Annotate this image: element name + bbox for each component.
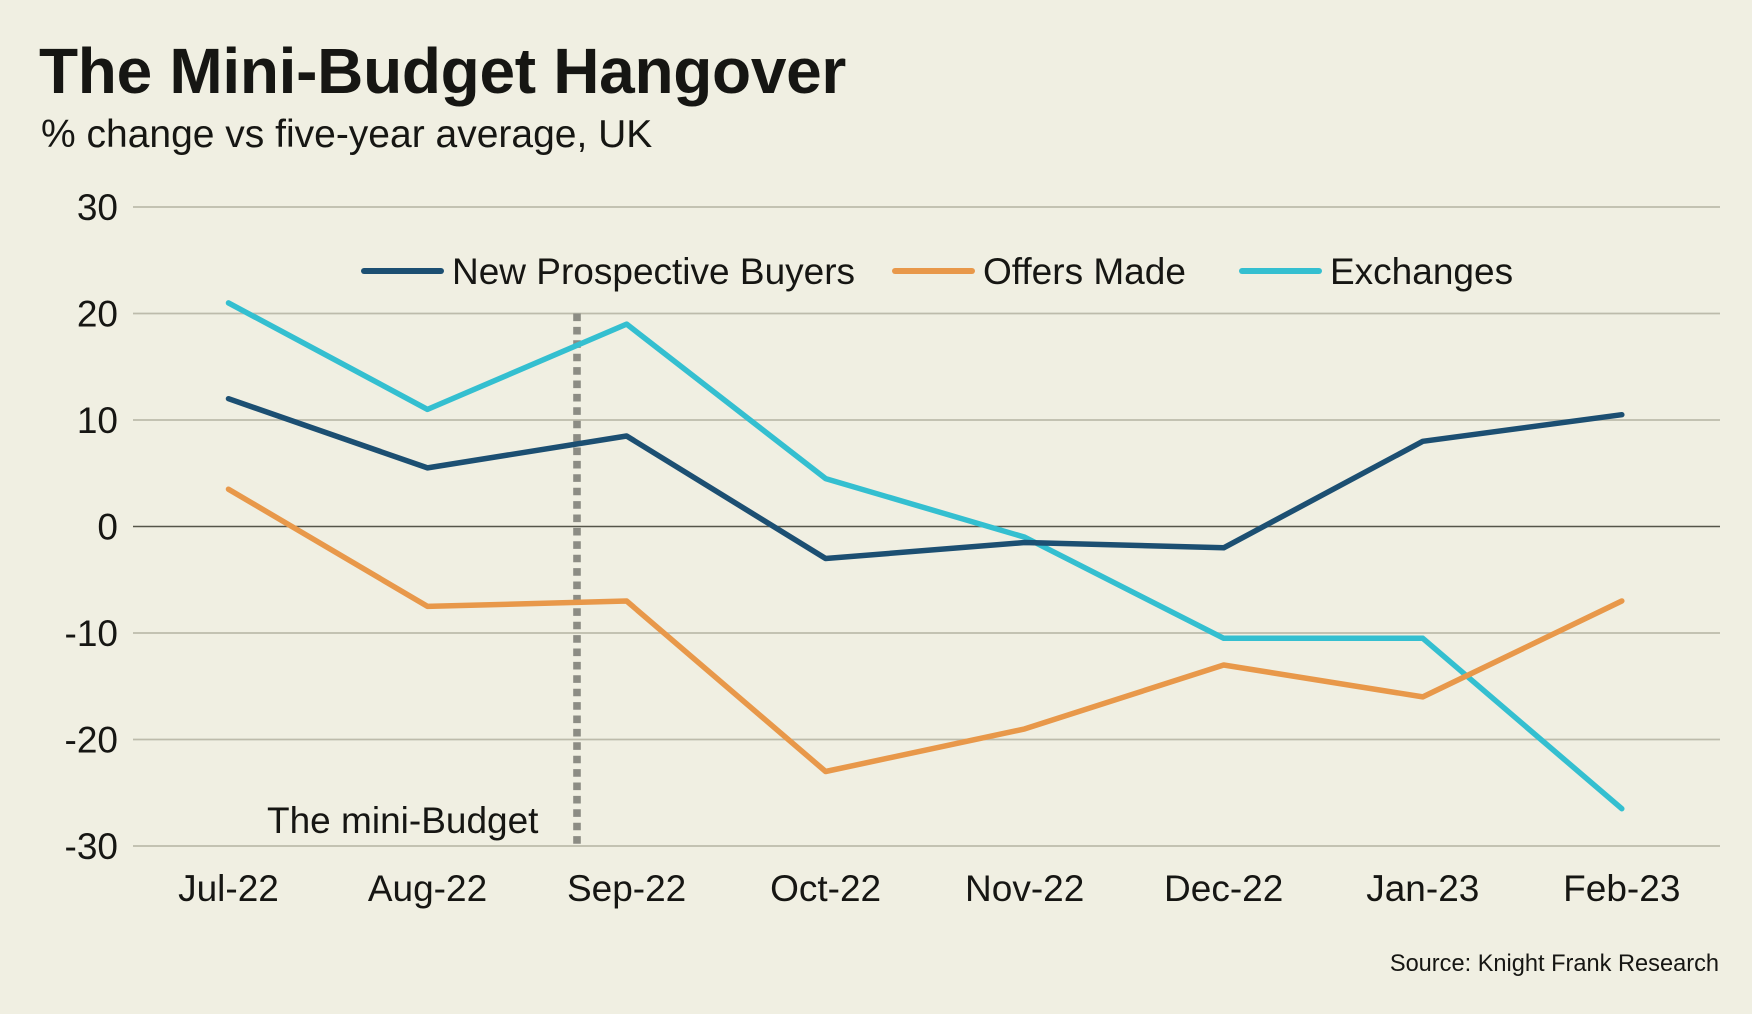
svg-text:30: 30	[77, 187, 118, 228]
svg-text:-20: -20	[65, 720, 118, 761]
svg-text:New Prospective Buyers: New Prospective Buyers	[452, 251, 855, 292]
svg-text:Aug-22: Aug-22	[368, 868, 487, 909]
svg-text:Feb-23: Feb-23	[1563, 868, 1680, 909]
svg-text:Nov-22: Nov-22	[965, 868, 1084, 909]
svg-text:20: 20	[77, 294, 118, 335]
svg-text:Exchanges: Exchanges	[1330, 251, 1513, 292]
svg-text:Dec-22: Dec-22	[1164, 868, 1283, 909]
svg-text:10: 10	[77, 400, 118, 441]
svg-text:-30: -30	[65, 826, 118, 867]
svg-text:Oct-22: Oct-22	[770, 868, 881, 909]
svg-text:Sep-22: Sep-22	[567, 868, 686, 909]
svg-text:The mini-Budget: The mini-Budget	[267, 800, 539, 841]
svg-text:0: 0	[97, 507, 118, 548]
svg-text:-10: -10	[65, 613, 118, 654]
svg-text:Jul-22: Jul-22	[178, 868, 279, 909]
svg-text:Offers Made: Offers Made	[983, 251, 1186, 292]
svg-text:Jan-23: Jan-23	[1366, 868, 1479, 909]
